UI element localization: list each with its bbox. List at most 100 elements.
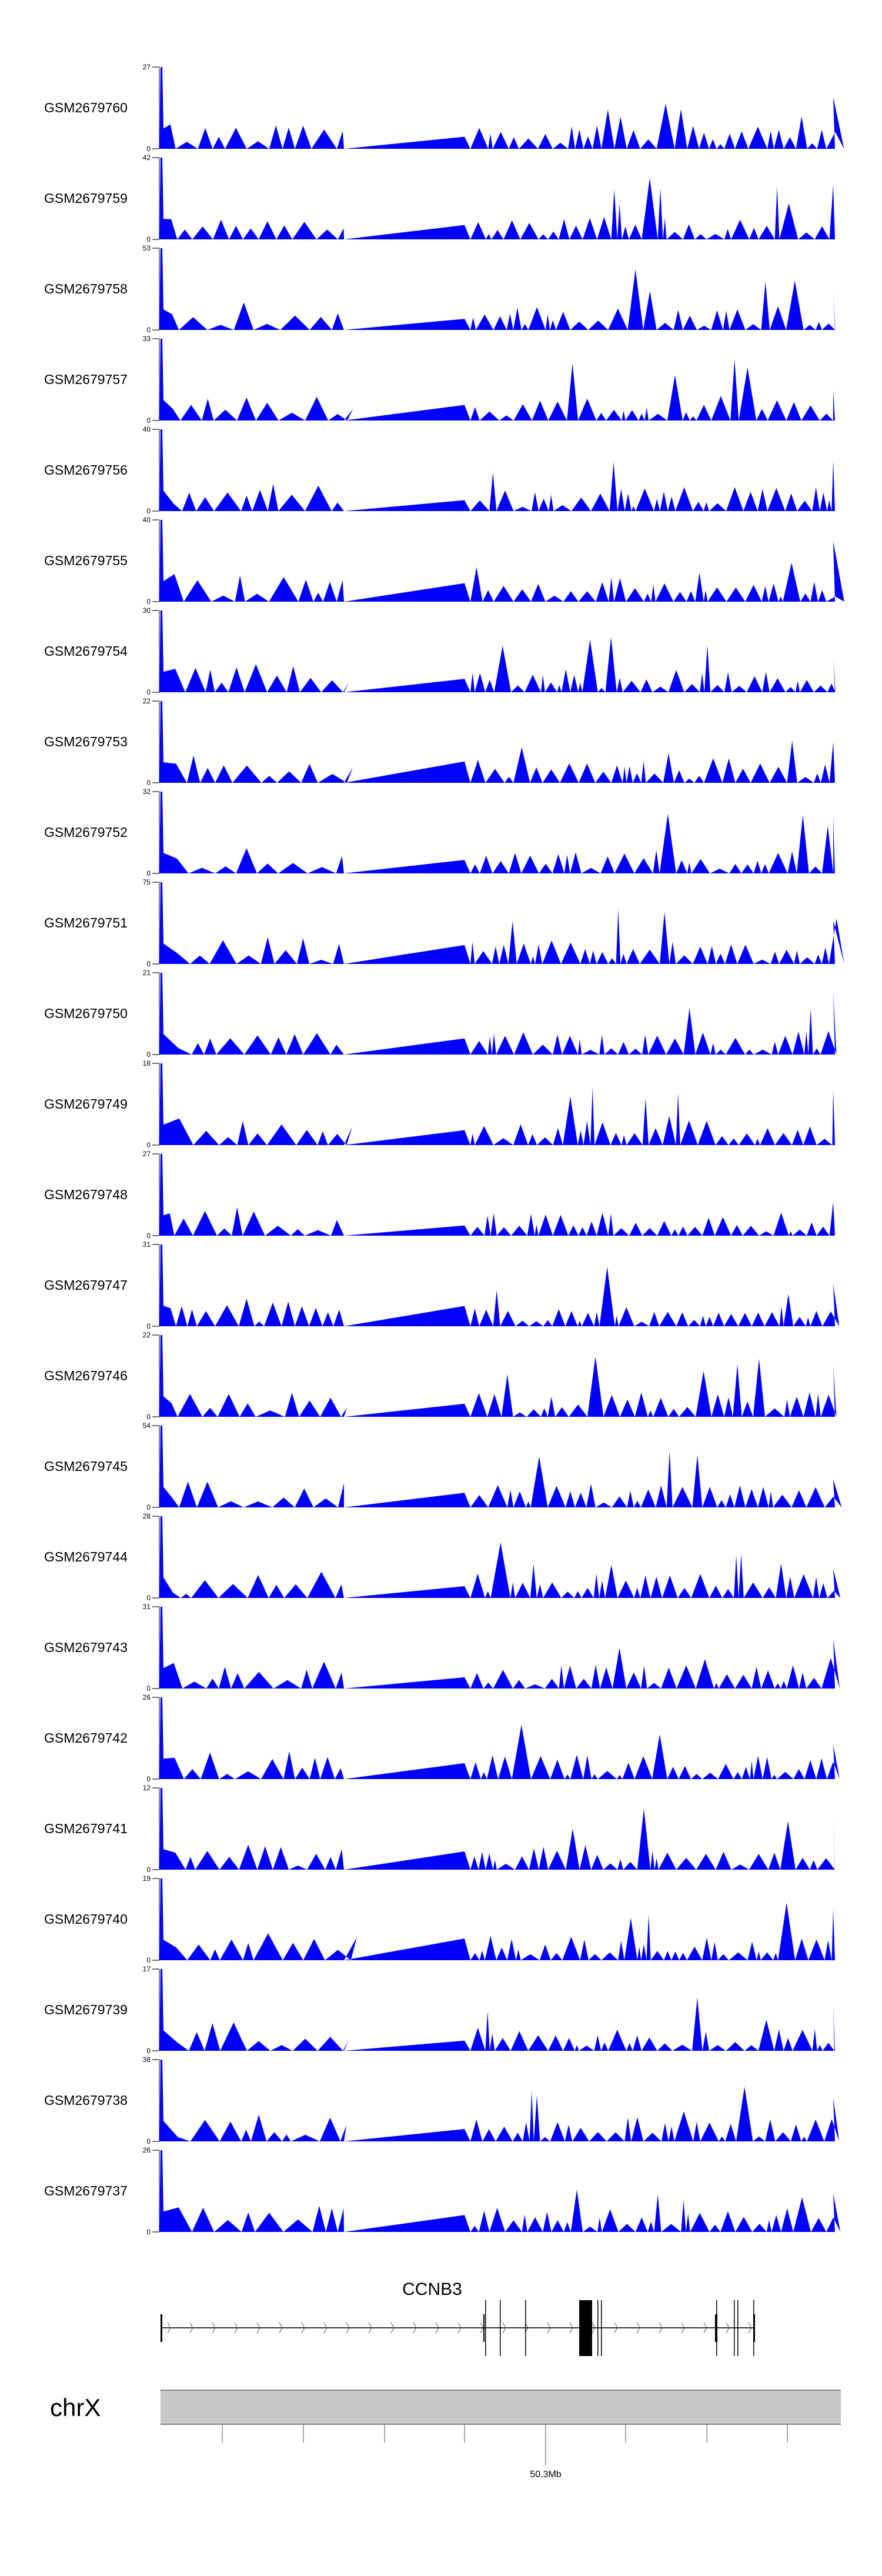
track-GSM2679748: GSM2679748 27 0 bbox=[44, 1150, 835, 1240]
track-GSM2679754: GSM2679754 30 0 bbox=[44, 606, 836, 696]
track-label: GSM2679746 bbox=[44, 1368, 128, 1383]
y-max-label: 26 bbox=[143, 2146, 151, 2154]
track-GSM2679750: GSM2679750 21 0 bbox=[44, 969, 837, 1059]
y-min-label: 0 bbox=[146, 1866, 151, 1874]
exon bbox=[716, 2300, 717, 2356]
track-label: GSM2679740 bbox=[44, 1911, 128, 1927]
y-max-label: 31 bbox=[143, 1603, 151, 1611]
position-tick-label: 50.3Mb bbox=[530, 2470, 561, 2480]
y-max-label: 22 bbox=[143, 697, 151, 705]
ideogram-track: chrX 50.3Mb bbox=[50, 2390, 841, 2480]
y-min-label: 0 bbox=[146, 1322, 151, 1330]
strand-arrow-icon bbox=[413, 2322, 417, 2334]
strand-arrow-icon bbox=[681, 2322, 685, 2334]
track-label: GSM2679745 bbox=[44, 1459, 128, 1474]
strand-arrow-icon bbox=[346, 2322, 350, 2334]
coverage-area bbox=[159, 429, 835, 511]
y-min-label: 0 bbox=[146, 688, 151, 696]
utr-exon bbox=[161, 2314, 162, 2342]
strand-arrow-icon bbox=[279, 2322, 283, 2334]
track-GSM2679747: GSM2679747 31 0 bbox=[44, 1240, 840, 1330]
strand-arrow-icon bbox=[726, 2322, 730, 2334]
strand-arrow-icon bbox=[748, 2322, 752, 2334]
y-min-label: 0 bbox=[146, 1141, 151, 1149]
track-label: GSM2679756 bbox=[44, 462, 128, 478]
track-GSM2679739: GSM2679739 17 0 bbox=[44, 1965, 835, 2055]
gene-label: CCNB3 bbox=[402, 2280, 462, 2299]
track-GSM2679757: GSM2679757 33 0 bbox=[44, 335, 835, 425]
track-label: GSM2679737 bbox=[44, 2183, 128, 2198]
coverage-area bbox=[159, 520, 844, 602]
strand-arrow-icon bbox=[524, 2322, 529, 2334]
coverage-area bbox=[159, 882, 844, 964]
exon bbox=[734, 2300, 735, 2356]
strand-arrow-icon bbox=[636, 2322, 640, 2334]
track-GSM2679738: GSM2679738 38 0 bbox=[44, 2056, 840, 2145]
coverage-area bbox=[159, 973, 837, 1055]
y-min-label: 0 bbox=[146, 1232, 151, 1240]
track-label: GSM2679742 bbox=[44, 1730, 128, 1746]
track-label: GSM2679749 bbox=[44, 1096, 128, 1112]
coverage-area bbox=[159, 1788, 835, 1870]
track-label: GSM2679741 bbox=[44, 1821, 128, 1836]
y-max-label: 19 bbox=[143, 1874, 151, 1883]
y-max-label: 27 bbox=[143, 1150, 151, 1158]
coverage-area bbox=[159, 1607, 840, 1689]
coverage-area bbox=[159, 1063, 835, 1145]
strand-arrow-icon bbox=[212, 2322, 216, 2334]
strand-arrow-icon bbox=[614, 2322, 618, 2334]
coverage-area bbox=[159, 248, 836, 330]
y-max-label: 38 bbox=[143, 2056, 151, 2064]
track-GSM2679743: GSM2679743 31 0 bbox=[44, 1603, 840, 1693]
gene-track: CCNB3 bbox=[161, 2280, 755, 2356]
coverage-area bbox=[159, 1426, 842, 1507]
y-max-label: 22 bbox=[143, 1331, 151, 1339]
strand-arrow-icon bbox=[234, 2322, 238, 2334]
coverage-area bbox=[159, 1697, 840, 1779]
y-min-label: 0 bbox=[146, 2137, 151, 2145]
track-GSM2679753: GSM2679753 22 0 bbox=[44, 697, 835, 787]
coverage-area bbox=[159, 67, 844, 149]
track-label: GSM2679739 bbox=[44, 2002, 128, 2017]
track-GSM2679751: GSM2679751 75 0 bbox=[44, 878, 844, 968]
y-min-label: 0 bbox=[146, 1413, 151, 1421]
strand-arrow-icon bbox=[703, 2322, 707, 2334]
y-max-label: 75 bbox=[143, 878, 151, 886]
track-label: GSM2679753 bbox=[44, 734, 128, 749]
y-max-label: 18 bbox=[143, 1059, 151, 1067]
y-max-label: 27 bbox=[143, 63, 151, 71]
y-max-label: 30 bbox=[143, 606, 151, 615]
track-label: GSM2679744 bbox=[44, 1549, 128, 1564]
track-GSM2679737: GSM2679737 26 0 bbox=[44, 2146, 841, 2236]
utr-exon bbox=[483, 2314, 485, 2342]
y-max-label: 33 bbox=[143, 335, 151, 343]
coverage-area bbox=[159, 2060, 840, 2141]
y-max-label: 40 bbox=[143, 425, 151, 433]
strand-arrow-icon bbox=[323, 2322, 328, 2334]
exon bbox=[597, 2300, 599, 2356]
strand-arrow-icon bbox=[390, 2322, 395, 2334]
track-GSM2679758: GSM2679758 53 0 bbox=[44, 244, 836, 334]
track-label: GSM2679747 bbox=[44, 1277, 128, 1293]
track-GSM2679741: GSM2679741 12 0 bbox=[44, 1784, 835, 1874]
y-min-label: 0 bbox=[146, 1594, 151, 1602]
strand-arrow-icon bbox=[301, 2322, 305, 2334]
y-min-label: 0 bbox=[146, 960, 151, 968]
coverage-area bbox=[159, 158, 835, 239]
y-min-label: 0 bbox=[146, 1956, 151, 1964]
coverage-area bbox=[159, 792, 835, 873]
y-max-label: 53 bbox=[143, 244, 151, 252]
chromosome-bar bbox=[161, 2390, 841, 2424]
track-label: GSM2679754 bbox=[44, 643, 128, 659]
strand-arrow-icon bbox=[547, 2322, 551, 2334]
track-label: GSM2679757 bbox=[44, 372, 128, 387]
exon bbox=[500, 2300, 501, 2356]
y-min-label: 0 bbox=[146, 1050, 151, 1059]
track-GSM2679755: GSM2679755 40 0 bbox=[44, 516, 844, 606]
coverage-area bbox=[159, 1969, 835, 2051]
coverage-area bbox=[159, 2150, 841, 2232]
coverage-area bbox=[159, 1244, 840, 1326]
y-min-label: 0 bbox=[146, 2047, 151, 2055]
track-label: GSM2679750 bbox=[44, 1006, 128, 1021]
y-max-label: 12 bbox=[143, 1784, 151, 1792]
